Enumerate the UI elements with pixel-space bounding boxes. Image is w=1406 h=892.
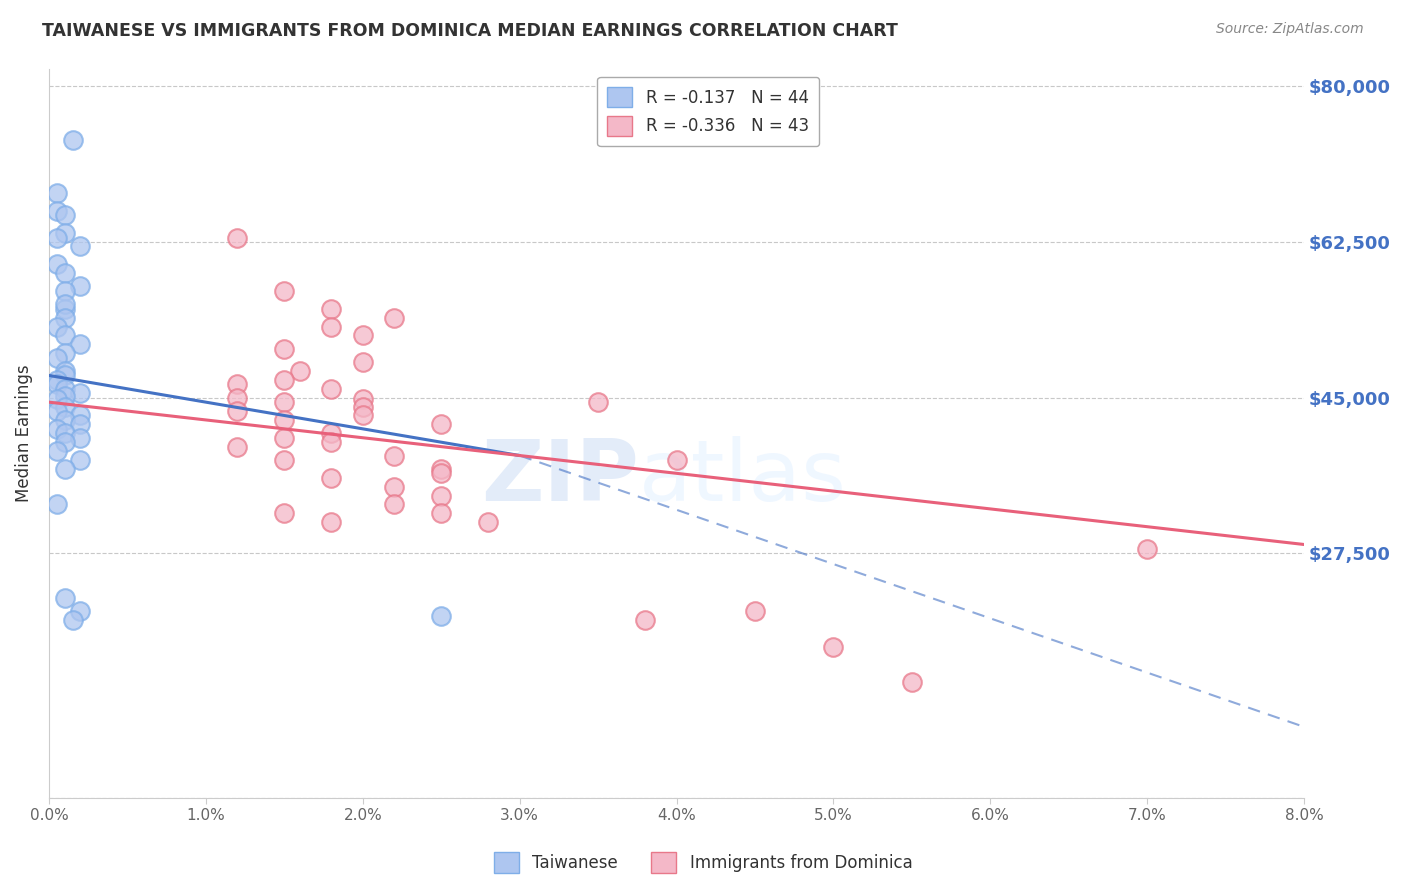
Point <box>665 453 688 467</box>
Point <box>352 328 374 343</box>
Point <box>45 498 67 512</box>
Point <box>69 386 91 401</box>
Point <box>477 515 499 529</box>
Point <box>69 453 91 467</box>
Point <box>744 604 766 618</box>
Point <box>352 392 374 407</box>
Point <box>53 208 76 222</box>
Point <box>45 422 67 436</box>
Point <box>45 444 67 458</box>
Point <box>273 431 295 445</box>
Point <box>53 301 76 316</box>
Point <box>288 364 311 378</box>
Point <box>53 591 76 605</box>
Point <box>823 640 845 654</box>
Point <box>1136 541 1159 556</box>
Point <box>430 462 453 476</box>
Point <box>634 613 657 627</box>
Legend: R = -0.137   N = 44, R = -0.336   N = 43: R = -0.137 N = 44, R = -0.336 N = 43 <box>598 77 818 146</box>
Point <box>69 417 91 432</box>
Point <box>382 498 405 512</box>
Point <box>69 604 91 618</box>
Point <box>53 426 76 441</box>
Point <box>352 355 374 369</box>
Point <box>45 203 67 218</box>
Point <box>53 328 76 343</box>
Point <box>53 226 76 240</box>
Point <box>69 431 91 445</box>
Text: TAIWANESE VS IMMIGRANTS FROM DOMINICA MEDIAN EARNINGS CORRELATION CHART: TAIWANESE VS IMMIGRANTS FROM DOMINICA ME… <box>42 22 898 40</box>
Text: ZIP: ZIP <box>481 435 638 518</box>
Point <box>226 230 249 244</box>
Point <box>53 364 76 378</box>
Point <box>586 395 609 409</box>
Point <box>321 471 343 485</box>
Point <box>321 382 343 396</box>
Legend: Taiwanese, Immigrants from Dominica: Taiwanese, Immigrants from Dominica <box>486 846 920 880</box>
Point <box>273 453 295 467</box>
Point <box>45 404 67 418</box>
Point <box>226 377 249 392</box>
Point <box>352 400 374 414</box>
Text: atlas: atlas <box>638 435 846 518</box>
Point <box>53 346 76 360</box>
Point <box>382 480 405 494</box>
Point <box>321 426 343 441</box>
Point <box>45 257 67 271</box>
Point <box>53 368 76 383</box>
Point <box>321 319 343 334</box>
Point <box>69 409 91 423</box>
Point <box>62 133 84 147</box>
Point <box>430 608 453 623</box>
Point <box>45 392 67 407</box>
Point <box>273 395 295 409</box>
Point <box>352 409 374 423</box>
Point <box>69 279 91 293</box>
Point <box>321 515 343 529</box>
Point <box>226 391 249 405</box>
Point <box>273 507 295 521</box>
Point <box>430 467 453 481</box>
Point <box>430 507 453 521</box>
Point <box>53 462 76 476</box>
Y-axis label: Median Earnings: Median Earnings <box>15 365 32 502</box>
Point <box>53 297 76 311</box>
Point <box>69 239 91 253</box>
Point <box>45 377 67 392</box>
Point <box>45 230 67 244</box>
Point <box>430 417 453 432</box>
Point <box>430 489 453 503</box>
Point <box>382 449 405 463</box>
Point <box>69 337 91 351</box>
Point <box>53 413 76 427</box>
Point <box>62 613 84 627</box>
Point <box>382 310 405 325</box>
Point <box>53 284 76 298</box>
Point <box>273 284 295 298</box>
Point <box>273 373 295 387</box>
Point <box>53 266 76 280</box>
Point <box>45 373 67 387</box>
Point <box>53 310 76 325</box>
Point <box>226 440 249 454</box>
Point <box>53 382 76 396</box>
Point <box>45 319 67 334</box>
Point <box>53 435 76 450</box>
Point <box>45 351 67 365</box>
Point <box>901 675 924 690</box>
Point <box>53 389 76 403</box>
Point <box>321 435 343 450</box>
Point <box>53 400 76 414</box>
Point <box>45 186 67 200</box>
Text: Source: ZipAtlas.com: Source: ZipAtlas.com <box>1216 22 1364 37</box>
Point <box>273 342 295 356</box>
Point <box>321 301 343 316</box>
Point <box>273 413 295 427</box>
Point <box>226 404 249 418</box>
